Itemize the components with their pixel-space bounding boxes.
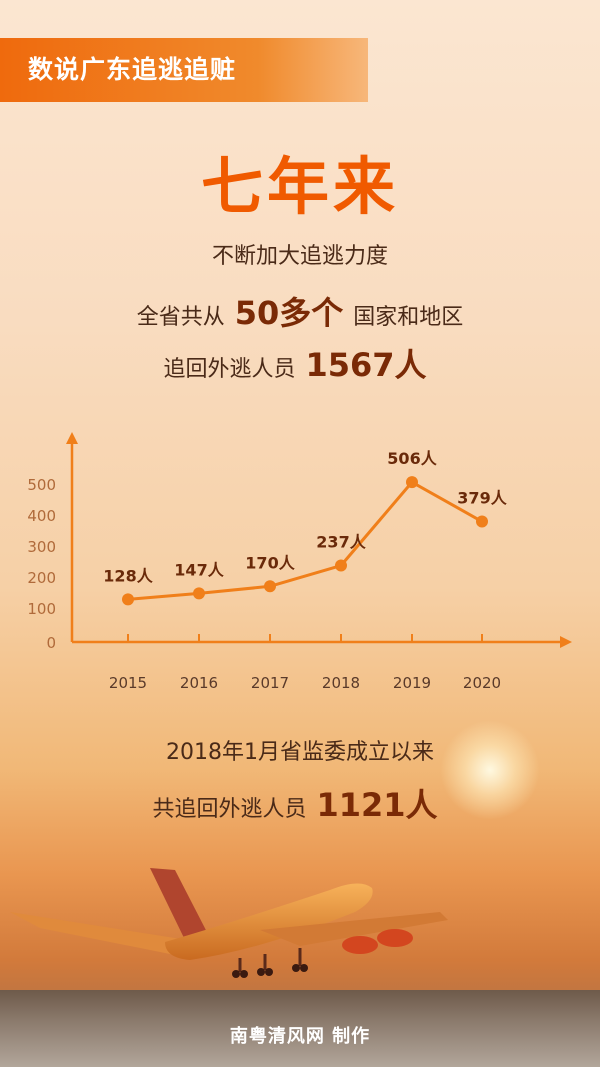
data-point	[264, 580, 276, 593]
total-line: 共追回外逃人员 1121人	[0, 780, 600, 826]
airplane-illustration	[10, 868, 448, 978]
data-point	[122, 593, 134, 606]
y-tick-label: 100	[27, 600, 56, 618]
countries-suffix: 国家和地区	[353, 305, 464, 330]
y-tick-label: 400	[27, 507, 56, 525]
data-label: 379人	[457, 489, 507, 508]
banner-title: 数说广东追逃追赃	[0, 38, 368, 102]
chart-container: 0 100 200 300 400 500 2015 2016 2017 2018 2019 2020…	[0, 420, 600, 700]
y-tick-label: 0	[46, 634, 56, 652]
y-axis-arrow	[66, 432, 78, 444]
data-label: 506人	[387, 449, 437, 468]
total-value: 1121人	[316, 786, 438, 824]
x-tick-label: 2020	[463, 674, 501, 692]
y-tick-label: 200	[27, 569, 56, 587]
sunset-glow	[440, 720, 540, 820]
data-point	[406, 476, 418, 489]
data-point	[476, 515, 488, 528]
since-2018-text: 2018年1月省监委成立以来	[166, 740, 434, 765]
series-line	[127, 480, 483, 601]
data-label: 128人	[103, 566, 153, 585]
data-point	[193, 587, 205, 600]
returned-prefix: 追回外逃人员	[163, 357, 296, 382]
data-point	[335, 559, 347, 572]
credit-text: 南粤清风网 制作	[229, 1026, 371, 1047]
x-axis-arrow	[560, 636, 572, 648]
data-label: 237人	[316, 533, 366, 552]
x-tick-label: 2015	[109, 674, 147, 692]
countries-prefix: 全省共从	[136, 305, 225, 330]
y-tick-label: 300	[27, 538, 56, 556]
countries-value: 50多个	[234, 294, 344, 332]
y-tick-label: 500	[27, 476, 56, 494]
returned-line: 追回外逃人员 1567人	[0, 340, 600, 386]
x-tick-label: 2017	[251, 674, 289, 692]
returned-value: 1567人	[305, 346, 427, 384]
x-tick-label: 2019	[393, 674, 431, 692]
countries-line: 全省共从 50多个 国家和地区	[0, 288, 600, 334]
headline: 七年来	[200, 150, 399, 223]
x-tick-label: 2018	[322, 674, 360, 692]
x-tick-label: 2016	[180, 674, 218, 692]
data-label: 147人	[174, 560, 224, 579]
line-chart: 0 100 200 300 400 500 2015 2016 2017 2018 2019 2020…	[27, 432, 572, 692]
data-label: 170人	[245, 553, 295, 572]
total-prefix: 共追回外逃人员	[152, 797, 307, 822]
runway-ground	[0, 990, 600, 1067]
subtitle: 不断加大追逃力度	[211, 244, 388, 269]
